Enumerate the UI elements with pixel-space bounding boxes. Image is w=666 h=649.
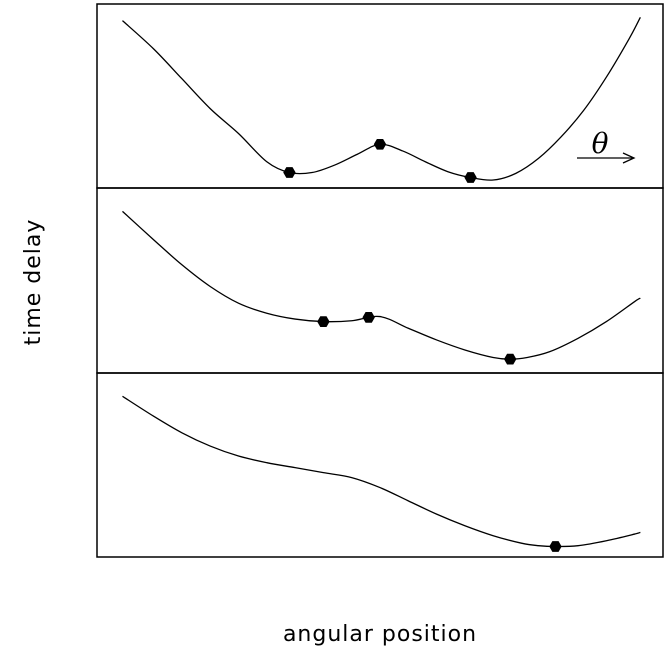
panel-frame <box>96 3 664 189</box>
y-axis-label: time delay <box>21 219 46 346</box>
time-delay-curve <box>122 17 641 181</box>
image-point <box>373 138 387 150</box>
theta-arrow-head-icon <box>622 152 636 164</box>
panels-layer <box>96 3 664 558</box>
panel-frame <box>96 372 664 558</box>
panel-1 <box>96 3 664 189</box>
theta-annotation: θ <box>577 127 636 164</box>
image-point <box>362 312 375 323</box>
time-delay-curve <box>122 210 641 360</box>
image-point <box>503 353 517 365</box>
time-delay-curve <box>122 395 641 548</box>
image-point <box>283 167 296 178</box>
x-axis-label: angular position <box>283 622 477 647</box>
image-point <box>464 172 477 183</box>
image-point <box>317 316 330 327</box>
panel-frame <box>96 187 664 374</box>
theta-symbol: θ <box>592 127 609 160</box>
panel-3 <box>96 372 664 558</box>
image-point <box>549 541 562 552</box>
panel-2 <box>96 187 664 374</box>
